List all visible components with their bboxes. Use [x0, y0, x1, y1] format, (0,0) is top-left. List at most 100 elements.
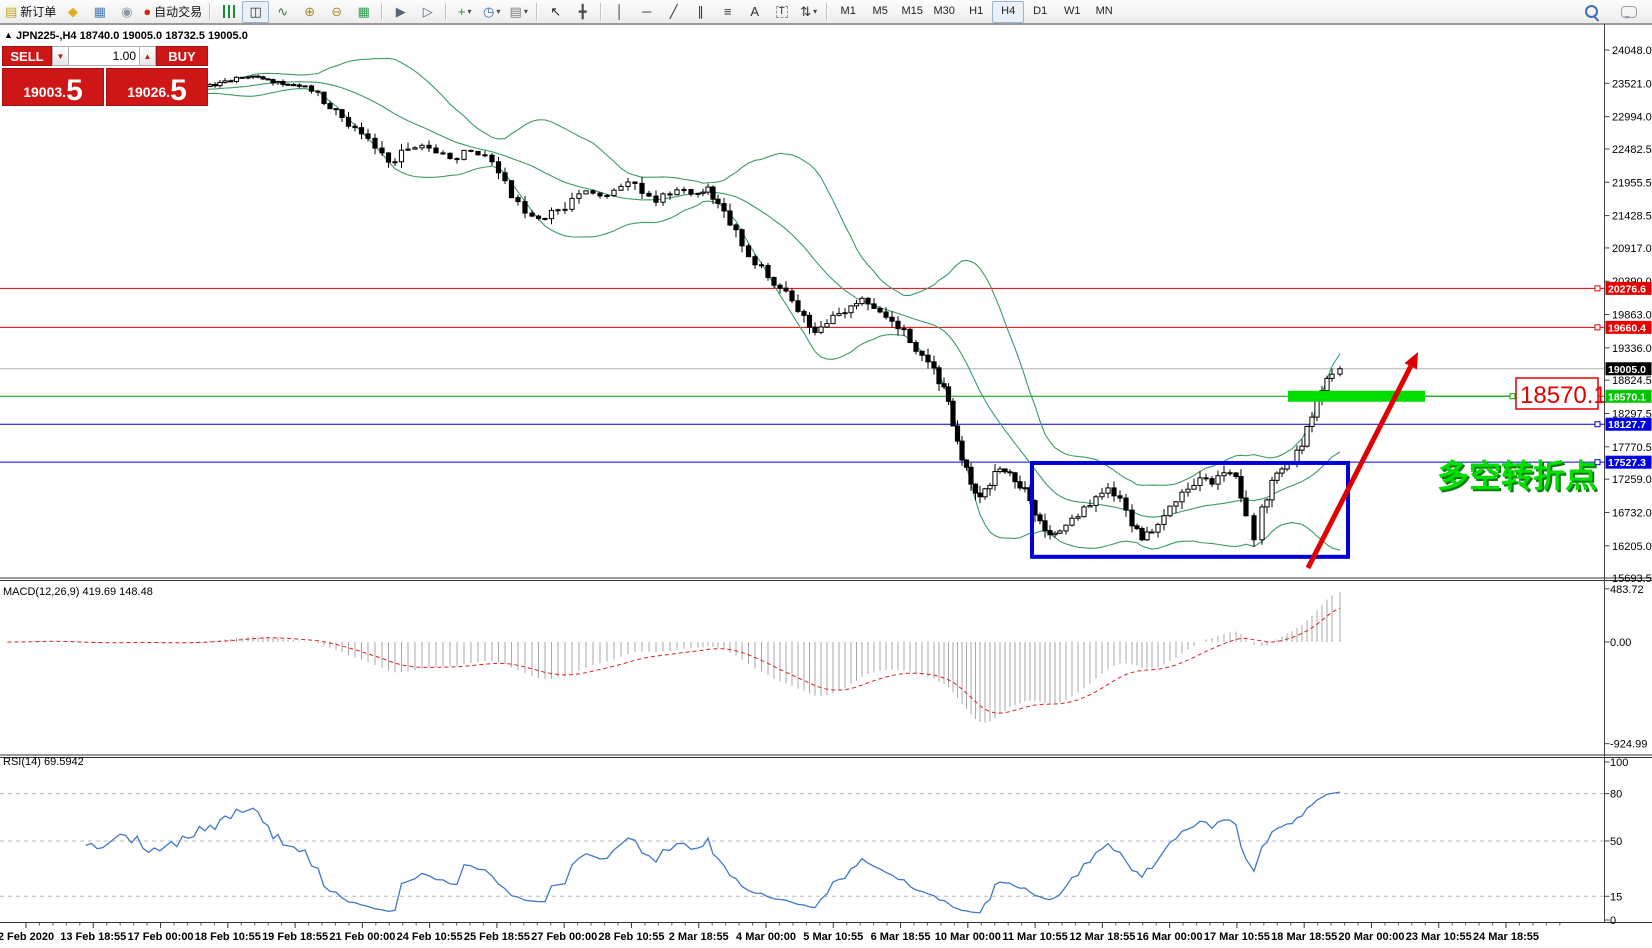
- timeframe-M5[interactable]: M5: [872, 5, 888, 17]
- chevron-down-icon: ▾: [467, 6, 472, 16]
- toolbar-separator: [536, 2, 539, 21]
- indicators-icon: +: [457, 4, 466, 19]
- hline-button[interactable]: ─: [633, 1, 660, 23]
- svg-text:多空转折点: 多空转折点: [1439, 460, 1599, 496]
- search-icon: [1585, 5, 1598, 18]
- price-tick: 17770.5: [1612, 442, 1652, 454]
- price-tick: 15693.5: [1612, 573, 1652, 585]
- time-axis-label: 17 Feb 00:00: [128, 931, 194, 943]
- gold-icon-button[interactable]: ◆: [59, 1, 86, 23]
- buy-price-int: 19026: [127, 84, 167, 100]
- channel-button[interactable]: ∥: [687, 1, 714, 23]
- timeframe-M1[interactable]: M1: [840, 5, 856, 17]
- search-button[interactable]: [1578, 1, 1605, 23]
- triangle-up-icon: ▲: [143, 51, 152, 61]
- price-level-label: 19005.0: [1608, 364, 1646, 376]
- triangle-down-icon: ▼: [56, 51, 65, 61]
- vline-button[interactable]: │: [606, 1, 633, 23]
- volume-input[interactable]: [69, 46, 139, 66]
- tile-windows-button[interactable]: ▦: [350, 1, 377, 23]
- new-order-icon: ▤: [5, 4, 18, 19]
- price-tick: 16732.0: [1612, 507, 1652, 519]
- price-level-label: 20276.6: [1608, 283, 1646, 295]
- indicators-button[interactable]: + ▾: [451, 1, 478, 23]
- text-button[interactable]: A: [741, 1, 768, 23]
- fibonacci-button[interactable]: ≡: [714, 1, 741, 23]
- sell-price[interactable]: 19003. 5: [2, 68, 104, 106]
- volume-down-button[interactable]: ▼: [52, 46, 69, 66]
- templates-button[interactable]: ▤ ▾: [505, 1, 532, 23]
- bar-chart-button[interactable]: [215, 1, 242, 23]
- autoscroll-button[interactable]: ▶: [387, 1, 414, 23]
- signal-button[interactable]: ◉: [113, 1, 140, 23]
- arrows-button[interactable]: ⇅ ▾: [795, 1, 822, 23]
- trendline-button[interactable]: ╱: [660, 1, 687, 23]
- hline-icon: ─: [642, 4, 652, 19]
- price-level-label: 18570.1: [1608, 391, 1646, 403]
- svg-text:483.72: 483.72: [1610, 584, 1644, 596]
- bar-chart-icon: [222, 5, 235, 18]
- symbol-marker-icon: ▲: [4, 30, 13, 40]
- price-callout-box[interactable]: [1515, 377, 1599, 410]
- main-toolbar: ▤ 新订单 ◆ ▦ ◉ ● 自动交易 ◫ ∿ ⊕ ⊖ ▦ ▶ ▷ + ▾ ◷ ▾ ▤ ▾ ↖ ╋ │ ─ ╱ ∥ ≡ A T ⇅ ▾ M1 M5…: [0, 0, 1652, 24]
- gold-icon-icon: ◆: [67, 4, 78, 19]
- buy-price-pip: 5: [170, 73, 187, 107]
- periods-menu-icon: ◷: [483, 4, 495, 19]
- time-axis-label: 18 Mar 18:55: [1271, 931, 1337, 943]
- timeframe-H1[interactable]: H1: [969, 5, 984, 17]
- time-axis-label: 27 Feb 00:00: [531, 931, 597, 943]
- macd-label: MACD(12,26,9) 419.69 148.48: [3, 586, 153, 598]
- new-order-label: 新订单: [20, 4, 57, 19]
- toolbar-separator: [445, 2, 448, 21]
- time-axis-label: 10 Mar 00:00: [935, 931, 1001, 943]
- price-tick: 18824.5: [1612, 375, 1652, 387]
- trend-arrow[interactable]: [1305, 365, 1413, 570]
- symbol-info-line: JPN225-,H4 18740.0 19005.0 18732.5 19005…: [16, 30, 248, 42]
- time-axis-label: 11 Mar 10:55: [1002, 931, 1067, 943]
- buy-button[interactable]: BUY: [156, 46, 208, 66]
- sell-button[interactable]: SELL: [2, 46, 52, 66]
- crosshair-button[interactable]: ╋: [569, 1, 596, 23]
- timeframe-M15[interactable]: M15: [901, 5, 923, 17]
- time-axis-label: 13 Feb 18:55: [60, 931, 126, 943]
- chart-shift-button[interactable]: ▷: [414, 1, 441, 23]
- timeframe-W1[interactable]: W1: [1063, 5, 1081, 17]
- buy-price[interactable]: 19026. 5: [106, 68, 208, 106]
- volume-up-button[interactable]: ▲: [139, 46, 156, 66]
- price-tick: 19336.0: [1612, 343, 1652, 355]
- periods-menu-button[interactable]: ◷ ▾: [478, 1, 505, 23]
- chat-button[interactable]: [1615, 1, 1642, 23]
- timeframe-M30[interactable]: M30: [933, 5, 955, 17]
- new-order-button[interactable]: ▤ 新订单: [2, 1, 59, 23]
- autoscroll-icon: ▶: [395, 4, 406, 19]
- time-axis-label: 21 Feb 00:00: [329, 931, 395, 943]
- line-chart-button[interactable]: ∿: [269, 1, 296, 23]
- price-tick: 23521.0: [1612, 78, 1652, 90]
- label-button[interactable]: T: [768, 1, 795, 23]
- svg-text:80: 80: [1610, 789, 1622, 801]
- sell-price-pip: 5: [66, 73, 83, 107]
- time-axis-label: 24 Mar 18:55: [1473, 931, 1539, 943]
- candlestick-chart-button[interactable]: ◫: [242, 0, 270, 23]
- zoom-out-button[interactable]: ⊖: [323, 1, 350, 23]
- text-icon: A: [750, 4, 760, 19]
- timeframe-D1[interactable]: D1: [1033, 5, 1048, 17]
- time-axis-label: 17 Mar 10:55: [1204, 931, 1270, 943]
- support-band[interactable]: [1288, 390, 1425, 402]
- tile-windows-icon: ▦: [357, 4, 370, 19]
- timeframe-H4[interactable]: H4: [992, 0, 1025, 23]
- charts-window-button[interactable]: ▦: [86, 1, 113, 23]
- charts-window-icon: ▦: [93, 4, 106, 19]
- consolidation-box[interactable]: [1030, 460, 1350, 559]
- time-axis-label: 16 Mar 00:00: [1137, 931, 1203, 943]
- autotrade-button[interactable]: ● 自动交易: [140, 1, 205, 23]
- time-axis-label: 12 Mar 18:55: [1069, 931, 1135, 943]
- timeframe-MN[interactable]: MN: [1095, 5, 1113, 17]
- templates-icon: ▤: [509, 4, 522, 19]
- cursor-button[interactable]: ↖: [542, 1, 569, 23]
- svg-text:-924.99: -924.99: [1610, 739, 1647, 751]
- rsi-label: RSI(14) 69.5942: [3, 756, 84, 768]
- zoom-in-button[interactable]: ⊕: [296, 1, 323, 23]
